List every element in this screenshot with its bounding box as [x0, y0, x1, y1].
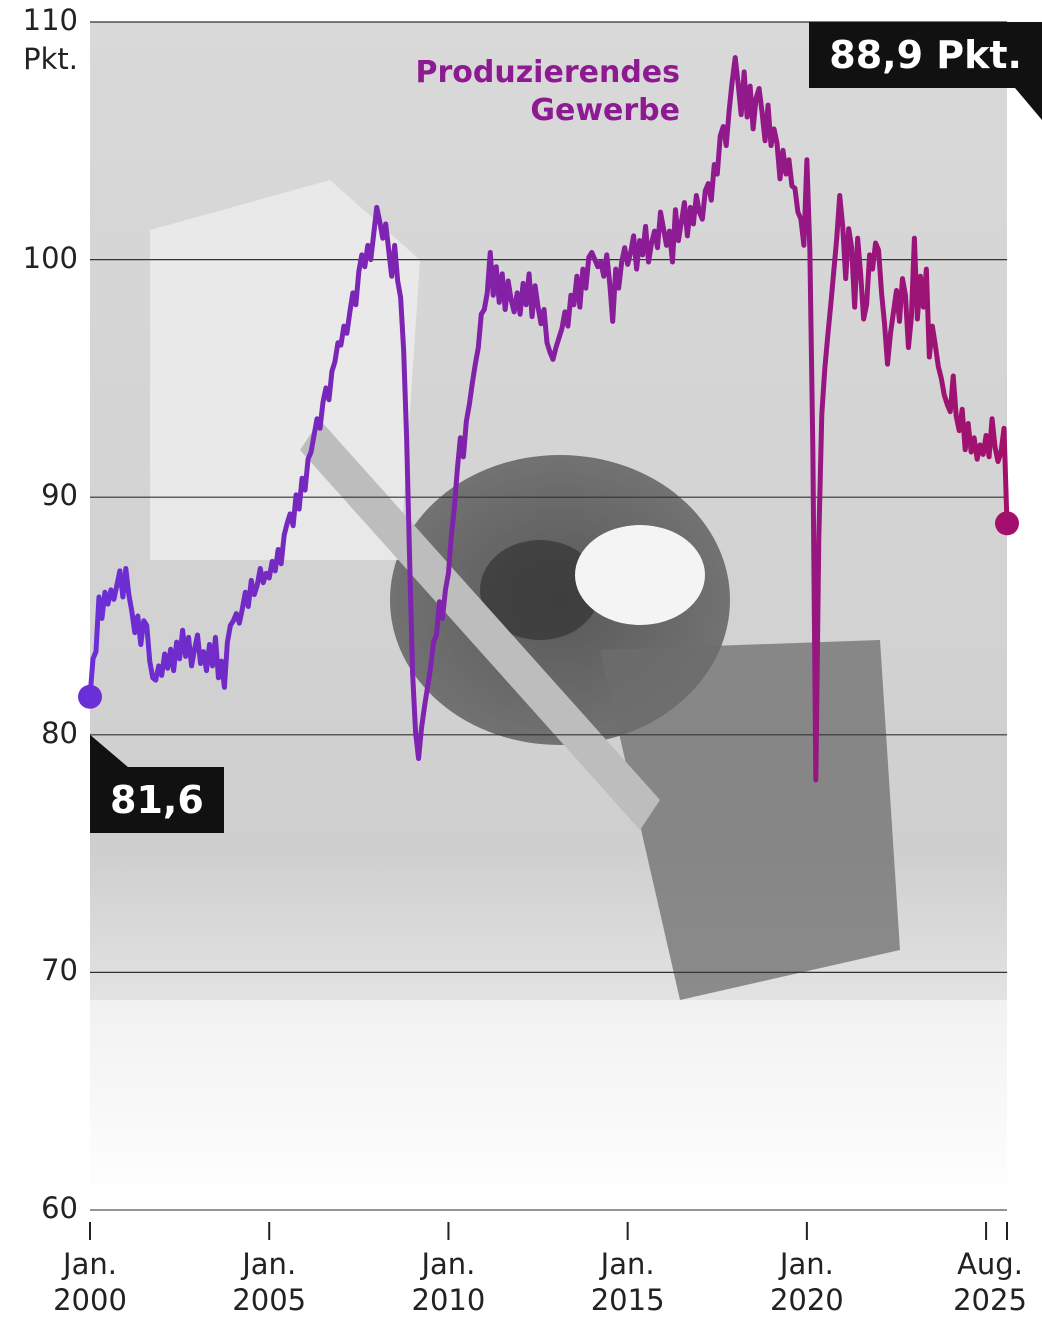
y-tick-label: 80	[41, 715, 78, 750]
annotation-label: 88,9 Pkt.	[809, 22, 1042, 88]
x-tick-label: Jan. 2000	[53, 1247, 127, 1317]
series-line	[87, 55, 1010, 783]
annotation-pointer	[90, 734, 130, 769]
y-tick-label: 70	[41, 953, 78, 988]
annotation-marker	[78, 684, 102, 709]
y-unit: Pkt.	[23, 42, 78, 76]
x-tick-label: Jan. 2005	[232, 1247, 307, 1317]
y-tick-label: 110	[22, 3, 78, 37]
legend-label[interactable]: Produzierendes Gewerbe	[415, 55, 681, 128]
annotation-marker	[995, 511, 1019, 536]
x-tick-label: Jan. 2015	[590, 1247, 665, 1317]
x-tick-label: Jan. 2010	[411, 1247, 486, 1317]
annotation-pointer	[1015, 88, 1042, 120]
background-photo	[90, 22, 1007, 1210]
y-tick-label: 90	[41, 478, 78, 513]
x-tick-label: Aug. 2025	[953, 1247, 1027, 1317]
y-tick-label: 60	[41, 1191, 78, 1225]
x-tick-label: Jan. 2020	[769, 1247, 844, 1317]
y-tick-label: 100	[22, 240, 78, 275]
annotation-label: 81,6	[90, 766, 224, 833]
series-layer	[78, 55, 1042, 783]
